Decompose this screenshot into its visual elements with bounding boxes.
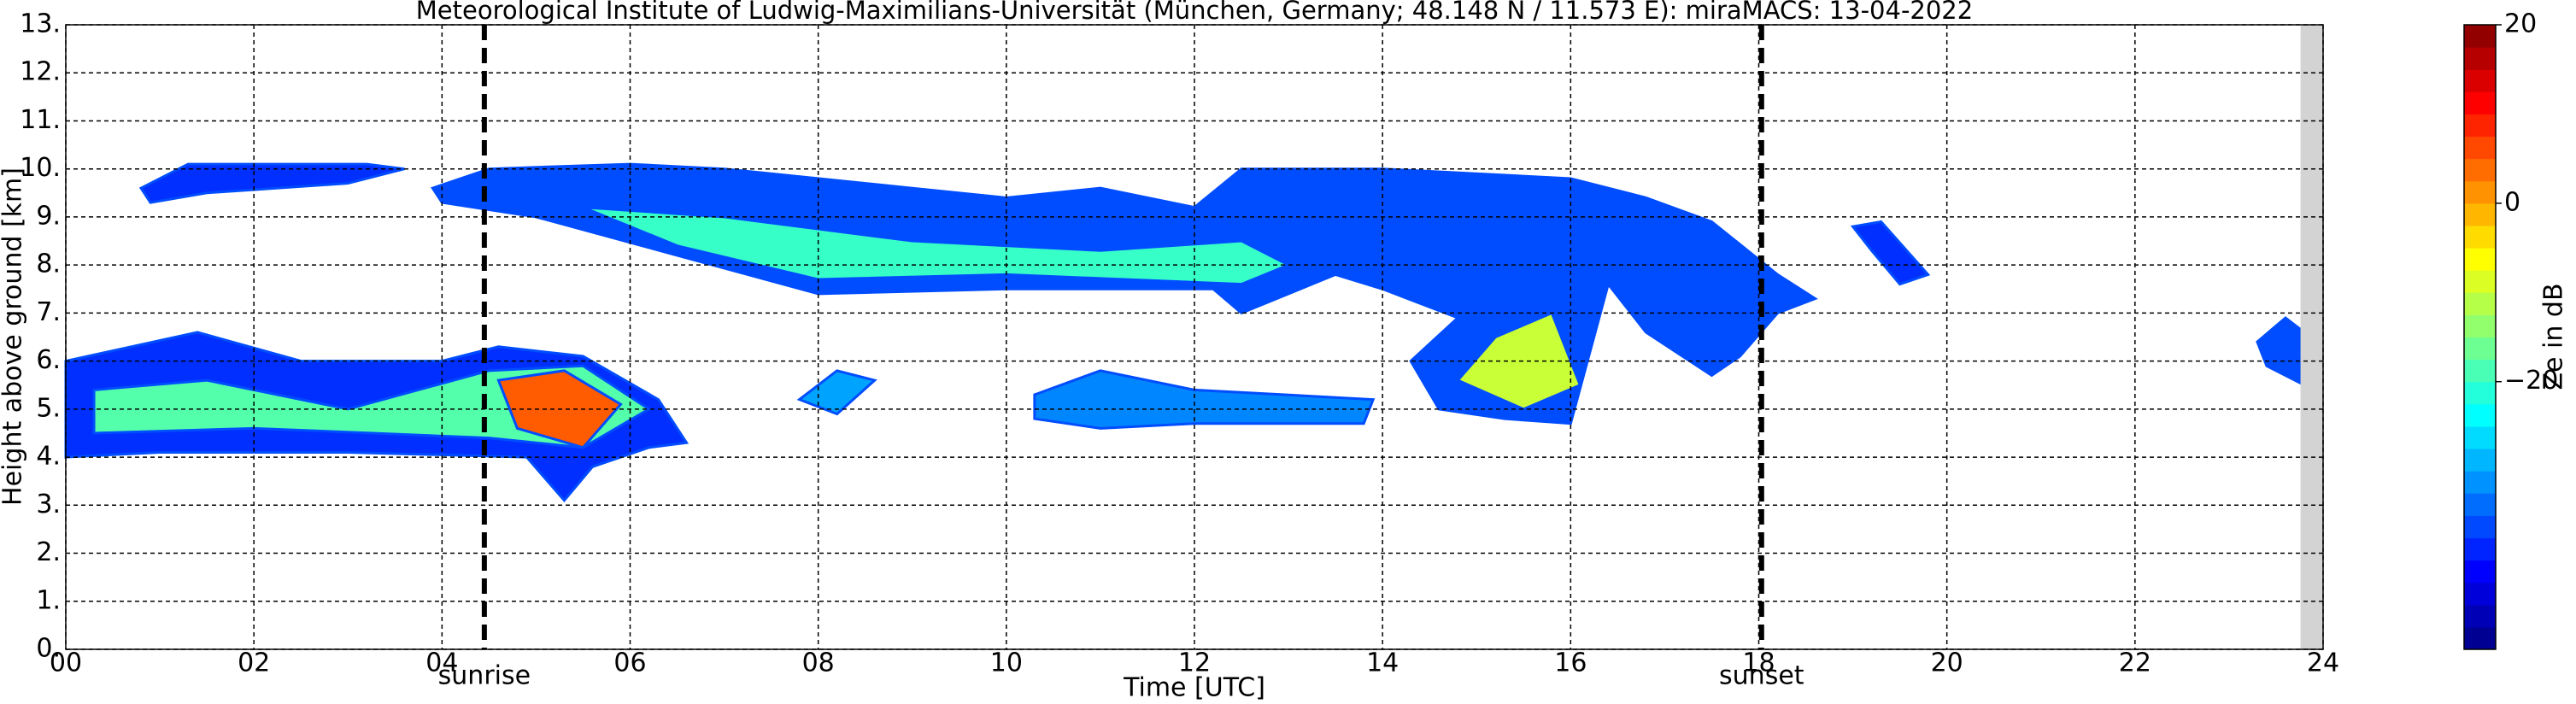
colorbar-tick-label: 0 [2504, 187, 2520, 217]
event-label: sunset [1719, 661, 1804, 691]
colorbar-step [2464, 91, 2496, 114]
cloud-echo [1455, 311, 1582, 411]
colorbar-step [2464, 225, 2496, 249]
plot-frame [65, 24, 2324, 650]
colorbar-step [2464, 425, 2496, 449]
x-tick-label: 22 [2119, 648, 2151, 678]
y-tick-label: 6. [36, 345, 61, 375]
x-tick-label: 06 [613, 648, 646, 678]
colorbar-step [2464, 626, 2496, 650]
y-tick-label: 10. [20, 153, 61, 183]
y-axis-label: Height above ground [km] [0, 167, 28, 506]
x-tick-label: 14 [1366, 648, 1399, 678]
colorbar-step [2464, 314, 2496, 337]
colorbar-step [2464, 337, 2496, 361]
colorbar-step [2464, 248, 2496, 271]
x-tick-label: 04 [425, 648, 458, 678]
colorbar-label: Ze in dB [2539, 283, 2569, 390]
colorbar-step [2464, 270, 2496, 293]
x-tick-label: 12 [1178, 648, 1211, 678]
cloud-echo [1033, 369, 1376, 430]
colorbar-step [2464, 403, 2496, 427]
x-tick-label: 24 [2307, 648, 2339, 678]
colorbar-step [2464, 114, 2496, 138]
x-tick-label: 02 [238, 648, 270, 678]
colorbar-step [2464, 493, 2496, 516]
colorbar-step [2464, 292, 2496, 315]
colorbar-step [2464, 25, 2496, 48]
colorbar-step [2464, 449, 2496, 472]
chart-title: Meteorological Institute of Ludwig-Maxim… [416, 0, 1973, 25]
colorbar-frame [2463, 24, 2497, 650]
colorbar-step [2464, 537, 2496, 561]
cloud-echo [1850, 220, 1931, 286]
y-tick-label: 5. [36, 393, 61, 423]
y-tick-label: 4. [36, 442, 61, 472]
y-tick-label: 1. [36, 585, 61, 615]
colorbar-step [2464, 69, 2496, 92]
no-data-band [2300, 25, 2323, 649]
y-tick-label: 12. [20, 57, 61, 87]
y-tick-label: 0. [36, 634, 61, 664]
colorbar-step [2464, 47, 2496, 70]
colorbar-step [2464, 604, 2496, 628]
colorbar-step [2464, 560, 2496, 584]
x-tick-label: 16 [1554, 648, 1587, 678]
y-tick-label: 11. [20, 105, 61, 135]
y-tick-label: 2. [36, 537, 61, 567]
colorbar-step [2464, 582, 2496, 606]
colorbar-step [2464, 158, 2496, 182]
y-tick-label: 9. [36, 201, 61, 231]
colorbar-step [2464, 180, 2496, 204]
colorbar-step [2464, 359, 2496, 383]
x-axis-label: Time [UTC] [1123, 673, 1265, 703]
colorbar-step [2464, 381, 2496, 405]
event-label: sunrise [438, 661, 531, 691]
colorbar-step [2464, 202, 2496, 226]
y-tick-label: 13. [20, 9, 61, 39]
y-tick-label: 8. [36, 249, 61, 279]
colorbar-tick-label: 20 [2504, 9, 2537, 39]
colorbar-step [2464, 515, 2496, 538]
y-tick-label: 7. [36, 297, 61, 327]
colorbar-tick-label: −20 [2504, 366, 2558, 396]
colorbar-step [2464, 136, 2496, 160]
x-tick-label: 00 [50, 648, 82, 678]
cloud-echo [138, 162, 405, 204]
x-tick-label: 08 [802, 648, 835, 678]
x-tick-label: 20 [1931, 648, 1963, 678]
colorbar-step [2464, 471, 2496, 494]
x-tick-label: 10 [990, 648, 1023, 678]
x-tick-label: 18 [1742, 648, 1775, 678]
y-tick-label: 3. [36, 490, 61, 519]
